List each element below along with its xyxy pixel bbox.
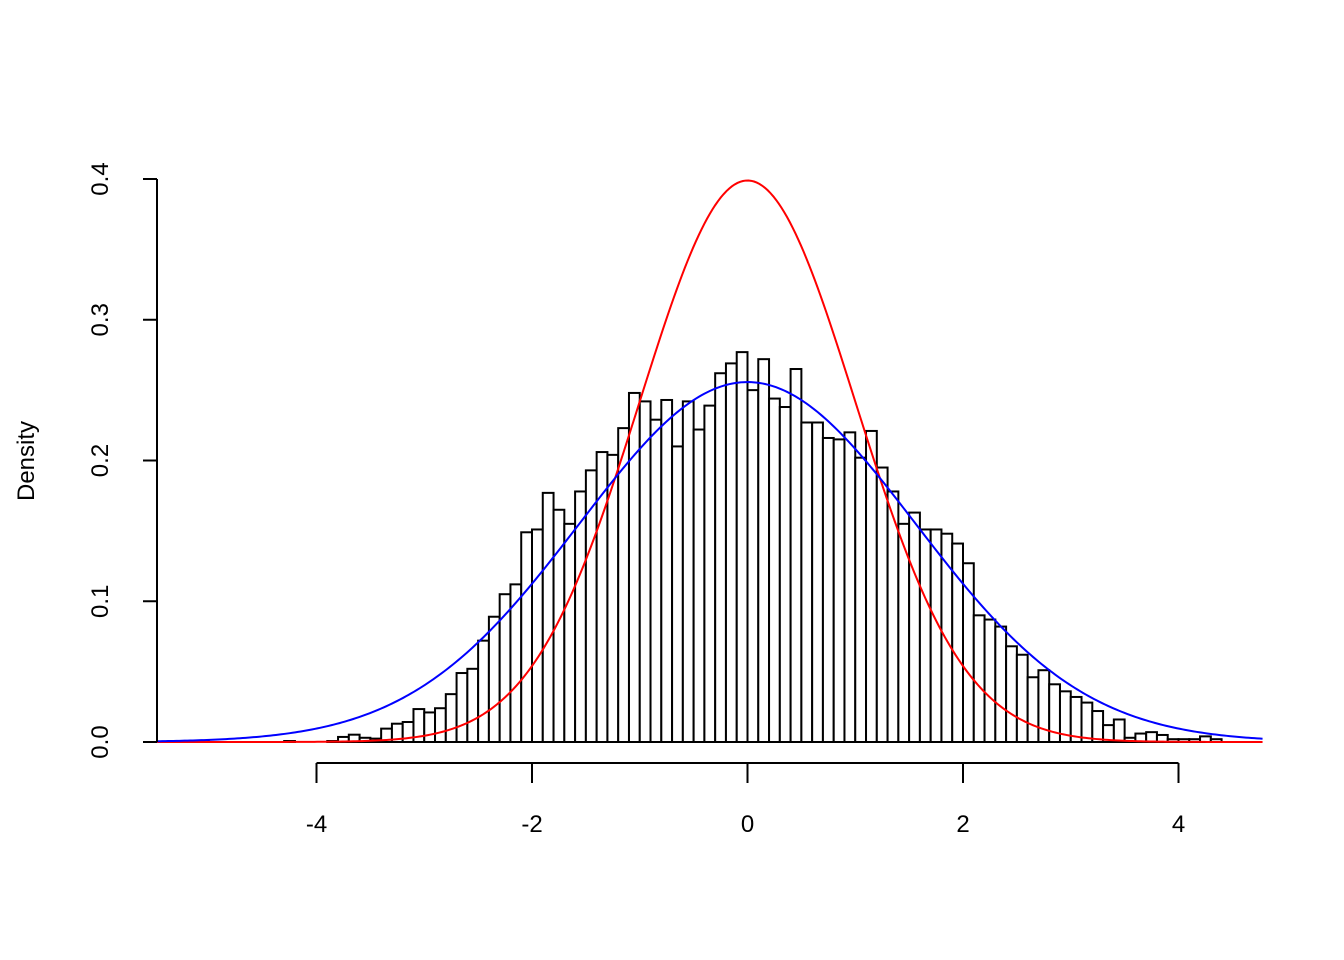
standard-normal-curve [157,179,1263,743]
x-tick-label: 2 [956,811,969,838]
histogram-bar [778,406,792,743]
histogram-bar [875,466,889,743]
y-tick-label: 0.4 [87,162,114,195]
histogram-bar [757,358,771,743]
histogram-bar [584,469,598,743]
histogram-bar [843,431,857,743]
y-tick-label: 0.3 [87,303,114,336]
histogram-bar [703,404,717,743]
histogram-bar [487,615,501,743]
histogram-bar [865,429,878,743]
histogram-bar [800,421,814,743]
histogram-bar [692,428,706,743]
histogram-bar [918,528,932,744]
histogram-bar [563,522,577,744]
histogram-bar [1005,645,1018,743]
histogram-bar [541,491,555,743]
histogram-bar [735,351,749,743]
y-tick-label: 0.0 [87,725,114,758]
histogram-bar [466,667,480,743]
histogram-bar [681,400,695,743]
histogram-bar [746,389,760,743]
histogram-bar [789,368,803,743]
histogram-bar [627,391,641,743]
histogram-bar [1112,718,1126,743]
histogram-bar [832,438,846,743]
y-tick-label: 0.1 [87,585,114,618]
histogram-bar [638,400,652,743]
histogram-bar [574,490,587,743]
x-axis: -4 -2 0 2 4 [306,762,1185,838]
histogram-bar [854,456,868,743]
histogram-bar [929,528,943,744]
histogram-bar [1091,710,1105,743]
y-axis-label: Density [13,421,40,501]
x-tick-label: 0 [741,811,754,838]
histogram-bar [477,639,490,743]
histogram-bar [983,618,997,743]
histogram-bar [617,427,630,743]
x-tick-label: 4 [1172,811,1185,838]
histogram-bar [1080,701,1094,744]
histogram-bar [1015,653,1029,743]
histogram-bar [498,593,512,744]
histogram-bar [649,418,663,743]
density-curves [157,179,1263,743]
histogram-bar [531,528,544,744]
histogram-bar [444,693,458,744]
histogram-bar [455,672,469,743]
histogram-bar [724,362,738,743]
histogram-bar [908,511,921,744]
histogram-bar [994,625,1008,744]
histogram-bar [434,707,447,743]
histogram-bars [196,351,1223,744]
x-tick-label: -2 [521,811,542,838]
histogram-bar [821,436,835,743]
histogram-bar [1026,676,1040,744]
y-tick-label: 0.2 [87,444,114,477]
y-axis: 0.0 0.1 0.2 0.3 0.4 [87,162,158,759]
fitted-normal-curve [157,381,1263,743]
histogram-bar [660,398,674,743]
histogram-bar [768,397,781,743]
histogram-bar [520,531,533,743]
histogram-bar [972,614,986,744]
histogram-bar [811,421,824,743]
histogram-bar [671,445,684,743]
x-tick-label: -4 [306,811,327,838]
histogram-bar [714,372,727,743]
histogram-bar [423,711,437,744]
